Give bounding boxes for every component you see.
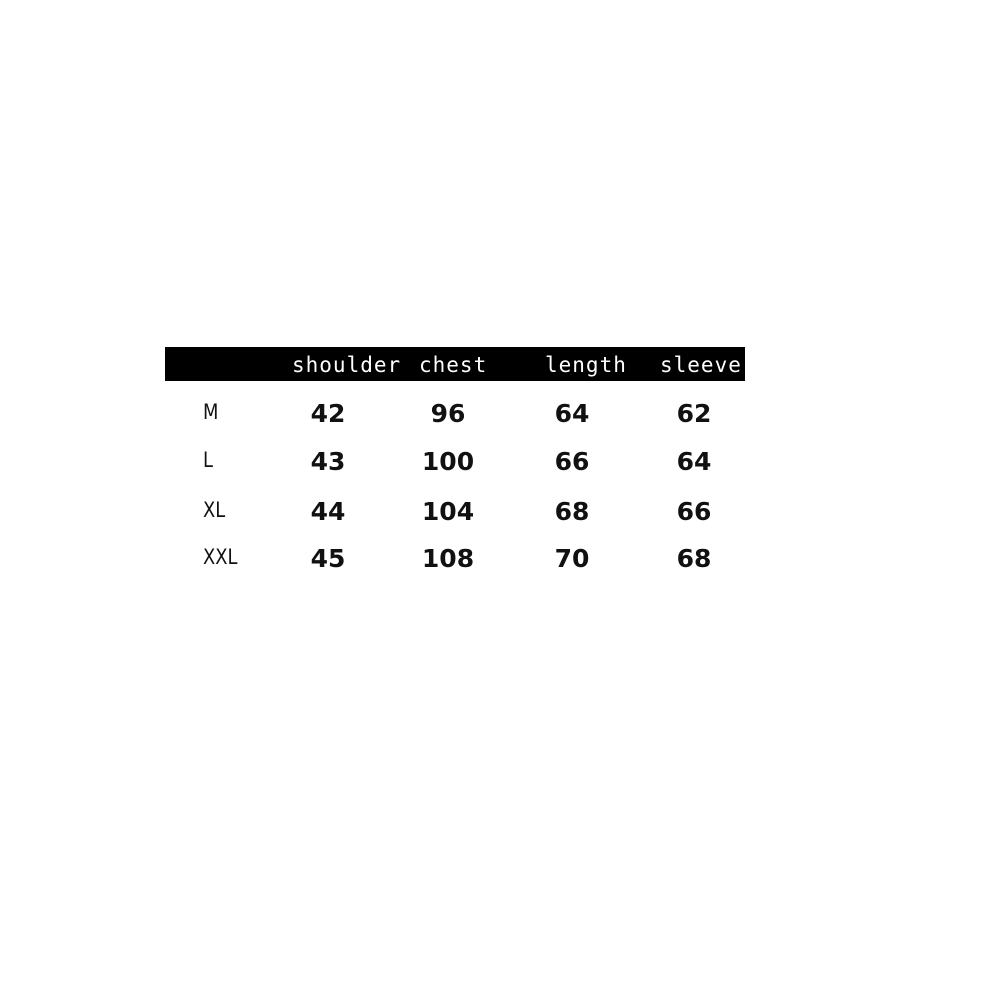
table-cell: 100: [421, 447, 475, 476]
size-label: M: [203, 400, 219, 424]
column-header-chest: chest: [419, 353, 488, 377]
size-label: XL: [203, 498, 226, 522]
column-header-shoulder: shoulder: [292, 353, 402, 377]
column-header-sleeve: sleeve: [660, 353, 742, 377]
table-cell: 68: [554, 497, 590, 526]
table-cell: 45: [310, 544, 346, 573]
size-label: L: [203, 448, 213, 472]
table-cell: 96: [430, 399, 466, 428]
column-header-length: length: [545, 353, 627, 377]
size-label: XXL: [203, 545, 238, 569]
table-cell: 64: [676, 447, 712, 476]
table-cell: 62: [676, 399, 712, 428]
table-cell: 42: [310, 399, 346, 428]
table-cell: 64: [554, 399, 590, 428]
table-cell: 43: [310, 447, 346, 476]
table-cell: 66: [676, 497, 712, 526]
table-header-bar: [165, 347, 745, 381]
table-cell: 44: [310, 497, 346, 526]
table-cell: 108: [421, 544, 475, 573]
table-cell: 70: [554, 544, 590, 573]
table-cell: 66: [554, 447, 590, 476]
table-cell: 104: [421, 497, 475, 526]
table-cell: 68: [676, 544, 712, 573]
